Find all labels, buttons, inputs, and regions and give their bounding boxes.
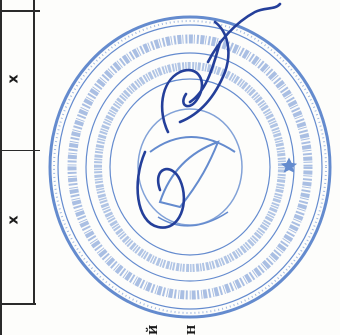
table-row-divider-middle xyxy=(0,150,40,151)
handwritten-signature xyxy=(136,2,282,229)
table-cell-mark: x xyxy=(5,215,22,225)
table-border-left xyxy=(0,0,2,335)
table-row-divider-top xyxy=(0,10,40,12)
table-row-divider-bottom xyxy=(0,303,36,305)
table-border-inner xyxy=(33,0,35,305)
official-seal-stamp xyxy=(40,2,340,327)
table-cell-mark: x xyxy=(5,74,22,84)
